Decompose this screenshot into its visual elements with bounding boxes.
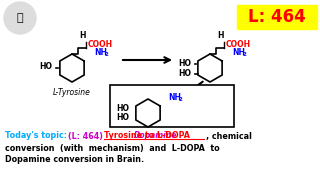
Text: NH: NH [94,48,107,57]
Text: NH: NH [232,48,245,57]
Text: conversion  (with  mechanism)  and  L-DOPA  to: conversion (with mechanism) and L-DOPA t… [5,143,220,152]
Text: Dopamine conversion in Brain.: Dopamine conversion in Brain. [5,156,144,165]
Text: , chemical: , chemical [206,132,252,141]
Text: Tyrosine to L-DOPA: Tyrosine to L-DOPA [104,132,190,141]
Text: H: H [80,31,86,40]
FancyBboxPatch shape [110,85,234,127]
Text: COOH: COOH [88,39,113,48]
Text: H: H [218,31,224,40]
Text: Today's topic:: Today's topic: [5,132,70,141]
Circle shape [4,2,36,34]
Text: 🧬: 🧬 [17,13,23,23]
FancyBboxPatch shape [237,5,317,29]
Text: HO: HO [178,69,191,78]
Text: (L: 464): (L: 464) [68,132,106,141]
Text: L-DOPA: L-DOPA [194,87,226,96]
Text: 2: 2 [243,51,247,57]
Text: NH: NH [168,93,181,102]
Text: HO: HO [116,103,129,112]
Text: HO: HO [178,58,191,68]
Text: HO: HO [39,62,52,71]
Text: HO: HO [116,114,129,123]
Text: 2: 2 [105,51,109,57]
Text: L: 464: L: 464 [248,8,306,26]
Text: COOH: COOH [226,39,251,48]
Text: Dopamine: Dopamine [134,130,178,140]
Text: L-Tyrosine: L-Tyrosine [53,87,91,96]
Text: 2: 2 [179,96,183,102]
